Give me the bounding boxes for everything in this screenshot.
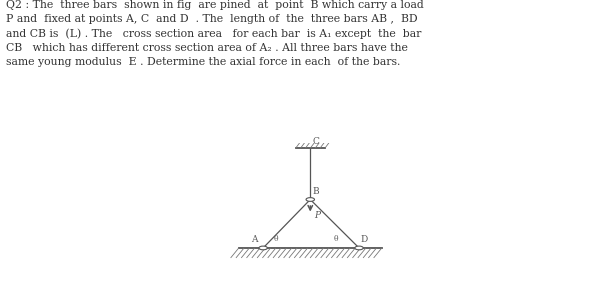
Text: C: C [313,137,320,146]
Circle shape [259,246,267,250]
Text: θ: θ [273,235,278,243]
Circle shape [355,246,363,250]
Text: θ: θ [333,235,338,243]
Text: A: A [251,235,258,245]
Text: B: B [313,187,320,196]
Text: P: P [314,211,320,220]
Text: Q2 : The  three bars  shown in fig  are pined  at  point  B which carry a load
P: Q2 : The three bars shown in fig are pin… [6,0,424,67]
Circle shape [306,198,314,201]
Text: D: D [361,235,368,245]
